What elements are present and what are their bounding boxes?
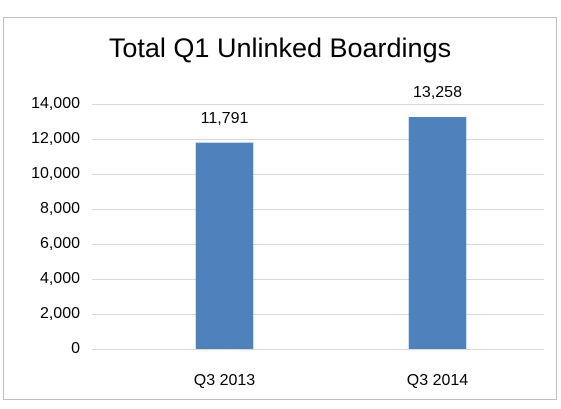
y-tick-label: 8,000 — [40, 200, 80, 217]
chart-border — [3, 17, 557, 400]
x-tick-label: Q3 2014 — [407, 372, 468, 389]
chart-title: Total Q1 Unlinked Boardings — [109, 33, 451, 63]
bar — [195, 142, 254, 349]
y-tick-label: 14,000 — [31, 95, 80, 112]
data-label: 11,791 — [201, 110, 249, 127]
y-tick-label: 10,000 — [31, 165, 80, 182]
y-tick-label: 4,000 — [40, 270, 80, 287]
data-label: 13,258 — [413, 84, 462, 101]
x-tick-label: Q3 2013 — [194, 372, 255, 389]
bar — [408, 116, 467, 349]
y-tick-label: 6,000 — [40, 235, 80, 252]
y-tick-label: 0 — [71, 340, 80, 357]
y-tick-label: 12,000 — [31, 130, 80, 147]
y-tick-label: 2,000 — [40, 305, 80, 322]
